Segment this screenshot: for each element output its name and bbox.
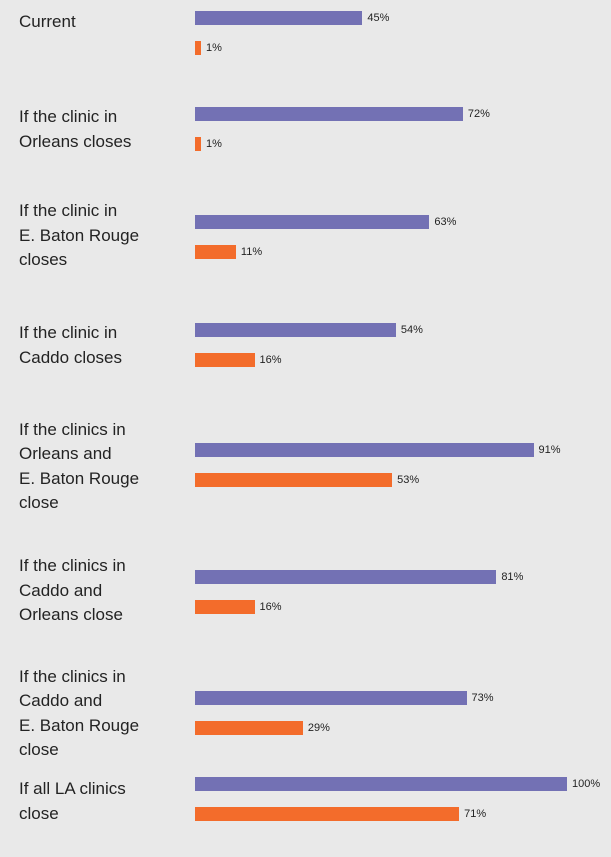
category-label: If the clinics in Caddo and Orleans clos…: [19, 556, 126, 625]
value-unit: %: [212, 41, 222, 54]
value-label: 16%: [260, 353, 282, 367]
value-number: 11: [240, 246, 253, 258]
category-label: Current: [19, 11, 76, 31]
value-number: 53: [397, 473, 410, 486]
value-unit: %: [513, 571, 524, 583]
bar-series-2: [195, 352, 255, 367]
value-number: 73: [471, 691, 484, 704]
value-label: 11%: [241, 245, 262, 259]
value-label: 63%: [434, 215, 456, 229]
value-number: 63: [434, 216, 447, 228]
value-label: 16%: [260, 600, 282, 614]
value-number: 81: [501, 571, 514, 583]
value-label: 71%: [464, 807, 486, 821]
bar-series-2: [195, 807, 460, 821]
value-number: 16: [259, 353, 272, 366]
category-label: If the clinics in Caddo and E. Baton Rou…: [19, 666, 140, 760]
value-label: 91%: [539, 443, 561, 457]
value-label: 1%: [206, 41, 222, 55]
value-unit: %: [483, 691, 494, 704]
value-label: 45%: [367, 11, 389, 25]
value-unit: %: [271, 601, 282, 613]
value-number: 29: [307, 721, 321, 734]
bar-series-2: [195, 245, 236, 259]
value-unit: %: [550, 443, 561, 456]
value-label: 81%: [501, 570, 523, 584]
value-unit: %: [446, 216, 457, 228]
bar-series-2: [195, 137, 201, 151]
bar-series-2: [195, 40, 201, 55]
category-label: If the clinic in E. Baton Rouge closes: [19, 201, 140, 270]
category-label: If all LA clinics close: [19, 779, 126, 823]
value-unit: %: [413, 323, 423, 336]
value-unit: %: [480, 108, 490, 120]
value-label: 29%: [308, 721, 330, 735]
value-number: 71: [464, 808, 477, 820]
category-label: If the clinic in Caddo closes: [19, 323, 123, 367]
value-number: 100: [572, 778, 591, 790]
value-unit: %: [212, 138, 222, 150]
bar-series-1: [195, 107, 463, 121]
value-unit: %: [271, 353, 282, 366]
value-label: 1%: [206, 137, 222, 151]
value-unit: %: [379, 11, 390, 24]
value-label: 54%: [401, 323, 423, 337]
bar-series-2: [195, 472, 393, 487]
value-number: 45: [367, 11, 380, 24]
bar-series-1: [195, 777, 567, 791]
value-label: 100%: [572, 777, 600, 791]
value-unit: %: [476, 808, 487, 820]
bar-series-1: [195, 322, 396, 337]
category-label: If the clinics in Orleans and E. Baton R…: [19, 419, 140, 513]
bar-series-2: [195, 600, 255, 614]
value-unit: %: [590, 778, 601, 790]
value-unit: %: [252, 246, 263, 258]
value-number: 1: [206, 138, 213, 150]
bar-series-2: [195, 720, 303, 735]
bar-series-1: [195, 690, 467, 705]
value-label: 53%: [397, 473, 419, 487]
bar-series-1: [195, 442, 534, 457]
value-unit: %: [320, 721, 330, 734]
value-unit: %: [409, 473, 420, 486]
value-label: 72%: [468, 107, 490, 121]
category-label: If the clinic in Orleans closes: [19, 107, 132, 151]
bar-series-1: [195, 10, 363, 25]
bar-series-1: [195, 570, 497, 584]
bar-series-1: [195, 215, 430, 229]
value-number: 72: [467, 108, 481, 120]
value-number: 16: [259, 601, 272, 613]
value-number: 54: [400, 323, 414, 336]
value-label: 73%: [472, 691, 494, 705]
value-number: 91: [538, 443, 551, 456]
value-number: 1: [206, 41, 213, 54]
